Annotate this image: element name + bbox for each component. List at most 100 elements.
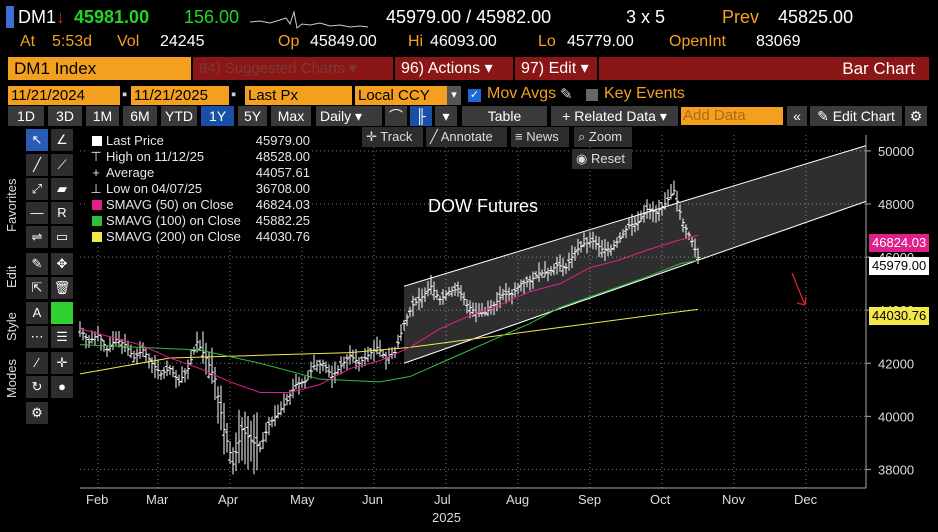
caret-down-icon: ▾ (659, 108, 667, 124)
sma100-line (79, 259, 699, 383)
period-button-ytd[interactable]: YTD (161, 106, 197, 126)
ray-tool-icon[interactable]: ⟋ (51, 154, 73, 176)
legend-item: Last Price 45979.00 (86, 133, 310, 149)
modes-tab[interactable]: Modes (4, 358, 19, 398)
period-button-1m[interactable]: 1M (86, 106, 119, 126)
drawing-toolbar: ↖ ∠ ╱ ⟋ ⤢ ▰ — R ⇌ ▭ ✎ ✥ ⇱ 🗑 A ⋯ ☰ ⁄ ✛ ↻ … (0, 127, 78, 427)
caret-down-icon[interactable]: ▾ (435, 106, 457, 126)
low-value: 45779.00 (567, 33, 634, 50)
fibonacci-icon[interactable]: ⇌ (26, 226, 48, 248)
field-select[interactable]: Last Px (245, 86, 352, 105)
track-tool[interactable]: ✛ Track (362, 127, 423, 147)
select-icon[interactable]: ⇱ (26, 277, 48, 299)
news-tool[interactable]: ≡ News (511, 127, 569, 147)
legend-value: 48528.00 (255, 149, 310, 164)
x-tick-label: Feb (86, 492, 108, 507)
sma200-line (79, 308, 699, 375)
table-button[interactable]: Table (462, 106, 547, 126)
calendar-icon[interactable]: ▪ (122, 86, 128, 103)
y-tick-label: 38000 (878, 462, 914, 477)
related-data-menu[interactable]: + Related Data ▾ (551, 106, 678, 126)
double-chevron-left-icon[interactable]: « (787, 106, 807, 126)
news-label: News (526, 129, 559, 144)
red-arrow-icon[interactable] (791, 272, 806, 306)
period-button-5y[interactable]: 5Y (238, 106, 267, 126)
text-tool-icon[interactable]: A (26, 302, 48, 324)
cursor-icon[interactable]: ↖ (26, 129, 48, 151)
reset-button[interactable]: ◉ Reset (572, 149, 632, 169)
key-events-checkbox[interactable] (586, 89, 598, 101)
caret-down-icon[interactable]: ▾ (447, 86, 461, 105)
brush-icon[interactable]: ✎ (26, 253, 48, 275)
zoom-tool[interactable]: ⌕ Zoom (574, 127, 632, 147)
x-tick-label: May (290, 492, 315, 507)
low-label: Lo (538, 33, 556, 50)
end-date-input[interactable]: 11/21/2025 (131, 86, 229, 105)
legend-swatch (92, 136, 102, 146)
channel-tool-icon[interactable]: ▰ (51, 178, 73, 200)
add-data-input[interactable]: Add Data (681, 107, 783, 125)
annotate-tool[interactable]: ╱ Annotate (426, 127, 507, 147)
horizontal-line-icon[interactable]: — (26, 202, 48, 224)
period-button-1d[interactable]: 1D (8, 106, 44, 126)
favorites-tab[interactable]: Favorites (4, 178, 19, 232)
security-input[interactable]: DM1 Index (8, 57, 191, 80)
x-tick-label: Jul (434, 492, 451, 507)
gear-icon[interactable]: ⚙ (905, 106, 927, 126)
trend-line-icon[interactable]: ⤢ (26, 178, 48, 200)
trash-icon[interactable]: 🗑 (51, 277, 73, 299)
period-button-max[interactable]: Max (271, 106, 311, 126)
refresh-icon[interactable]: ↻ (26, 376, 48, 398)
y-tick-label: 42000 (878, 356, 914, 371)
calendar-icon[interactable]: ▪ (231, 86, 237, 103)
rectangle-icon[interactable]: ▭ (51, 226, 73, 248)
x-tick-label: Jun (362, 492, 383, 507)
track-label: Track (380, 129, 413, 144)
y-tick-label: 50000 (878, 144, 914, 159)
reset-icon: ◉ (576, 151, 588, 166)
bar-chart-icon[interactable]: ╟ (410, 106, 432, 126)
vol-label: Vol (117, 33, 140, 50)
move-icon[interactable]: ✥ (51, 253, 73, 275)
edit-menu[interactable]: 97) Edit ▾ (515, 57, 597, 80)
chart-line-icon[interactable]: ⌒ (385, 106, 407, 126)
line-tool-icon[interactable]: ╱ (26, 154, 48, 176)
related-data-label: + Related Data (562, 108, 656, 124)
period-button-3d[interactable]: 3D (48, 106, 82, 126)
edit-tab[interactable]: Edit (4, 265, 19, 289)
color-swatch[interactable] (51, 302, 73, 324)
legend-label: Low on 04/07/25 (106, 181, 203, 196)
period-button-1y[interactable]: 1Y (201, 106, 234, 126)
security-toolbar: DM1 Index 94) Suggested Charts ▾ 96) Act… (0, 57, 938, 80)
period-button-6m[interactable]: 6M (123, 106, 157, 126)
crosshair-icon[interactable]: ⁄ (26, 352, 48, 374)
retracement-icon[interactable]: R (51, 202, 73, 224)
x-tick-label: Apr (218, 492, 239, 507)
legend-item: ⊥ Low on 04/07/25 36708.00 (86, 181, 310, 197)
chart-annotation[interactable]: DOW Futures (428, 196, 538, 216)
style-tab[interactable]: Style (4, 312, 19, 342)
line-weight-icon[interactable]: ☰ (51, 326, 73, 348)
start-date-input[interactable]: 11/21/2024 (8, 86, 120, 105)
reset-label: Reset (590, 151, 625, 166)
frequency-select[interactable]: Daily ▾ (316, 106, 382, 126)
gear-icon[interactable]: ⚙ (26, 402, 48, 424)
actions-menu[interactable]: 96) Actions ▾ (395, 57, 513, 80)
suggested-charts-menu[interactable]: 94) Suggested Charts ▾ (193, 57, 393, 80)
volume: 24245 (160, 33, 205, 50)
currency-select[interactable]: Local CCY (355, 86, 447, 105)
pen-icon: ╱ (430, 129, 438, 144)
pen-icon[interactable]: ∠ (51, 129, 73, 151)
palette-icon[interactable]: ● (51, 376, 73, 398)
x-tick-label: Dec (794, 492, 818, 507)
channel-lower-line[interactable] (403, 200, 867, 364)
edit-chart-button[interactable]: ✎ Edit Chart (810, 106, 902, 126)
caret-down-icon: ▾ (580, 60, 589, 77)
price-chart[interactable]: 38000400004200044000460004800050000FebMa… (0, 127, 938, 532)
magic-icon[interactable]: ✛ (51, 352, 73, 374)
mov-avgs-checkbox[interactable]: ✓ (468, 89, 481, 102)
open-interest-value: 83069 (756, 33, 801, 50)
pencil-icon[interactable]: ✎ (560, 86, 573, 103)
line-style-icon[interactable]: ⋯ (26, 326, 48, 348)
caret-down-icon: ▾ (484, 60, 493, 77)
